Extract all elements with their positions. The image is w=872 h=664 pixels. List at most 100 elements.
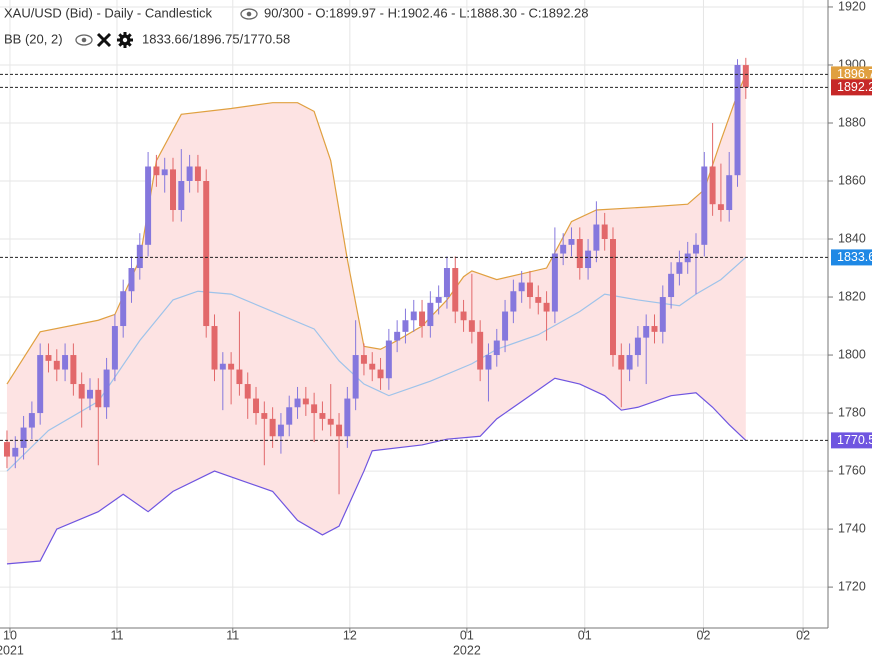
- chart-title: XAU/USD (Bid) - Daily - Candlestick: [4, 5, 213, 20]
- candle-body: [360, 355, 367, 364]
- level-label-box: [831, 79, 872, 96]
- candle-body: [352, 355, 359, 399]
- plot-area: [3, 57, 749, 565]
- band-fill: [6, 74, 746, 564]
- candle-body: [87, 389, 93, 399]
- candle-body: [327, 418, 334, 425]
- candle-body: [62, 355, 69, 370]
- candle-body: [95, 389, 102, 408]
- candle-body: [485, 355, 492, 370]
- candle-body: [128, 268, 135, 292]
- indicator-settings-icon[interactable]: [117, 32, 133, 48]
- candle-body: [377, 369, 384, 379]
- level-label: 1833.66: [837, 250, 872, 264]
- candle-body: [651, 326, 658, 332]
- candle-body: [70, 355, 77, 385]
- candle-body: [136, 244, 143, 269]
- candle-body: [560, 244, 567, 254]
- candle-body: [526, 282, 533, 298]
- candle-body: [294, 398, 301, 408]
- candle-body: [12, 447, 19, 457]
- candle-body: [435, 297, 442, 303]
- candle-body: [676, 262, 683, 274]
- y-tick-label: 1860: [838, 173, 866, 187]
- candle-body: [261, 413, 268, 419]
- y-tick-label: 1840: [838, 231, 866, 245]
- candle-body: [336, 424, 343, 437]
- candle-body: [45, 355, 52, 361]
- candle-body: [510, 291, 517, 312]
- candle-body: [427, 302, 434, 327]
- band-line: [6, 377, 747, 565]
- candle-body: [111, 326, 118, 370]
- y-tick-label: 1880: [838, 115, 866, 129]
- candle-body: [626, 355, 633, 370]
- candle-body: [53, 360, 60, 370]
- candle-body: [211, 326, 218, 370]
- candle-body: [394, 331, 401, 341]
- x-tick-label: 01: [460, 628, 474, 642]
- x-tick-label: 01: [578, 628, 592, 642]
- header: XAU/USD (Bid) - Daily - Candlestick 90/3…: [4, 5, 589, 48]
- candle-body: [659, 297, 666, 332]
- candle-body: [37, 355, 44, 414]
- y-tick-label: 1920: [838, 0, 866, 13]
- candle-body: [734, 64, 741, 176]
- y-tick-label: 1820: [838, 289, 866, 303]
- level-label-box: [831, 66, 872, 83]
- candle-body: [78, 384, 85, 399]
- candle-body: [170, 169, 176, 211]
- candle-body: [742, 65, 749, 88]
- level-label: 1892.28: [837, 80, 872, 94]
- candle-body: [543, 302, 550, 312]
- candle-body: [443, 268, 450, 298]
- candle-body: [103, 369, 110, 408]
- candle-body: [319, 413, 326, 419]
- candle-body: [219, 363, 226, 370]
- y-tick-label: 1760: [838, 463, 866, 477]
- candle-body: [253, 398, 260, 414]
- candle-body: [634, 337, 641, 356]
- candle-body: [186, 166, 193, 182]
- candle-body: [701, 166, 708, 245]
- indicator-visibility-icon[interactable]: [75, 34, 93, 46]
- candle-body: [668, 273, 675, 298]
- candle-body: [477, 331, 484, 370]
- candle-body: [618, 355, 625, 370]
- x-year-label: 2022: [453, 643, 481, 657]
- candle-body: [153, 166, 160, 176]
- candle-body: [585, 250, 592, 269]
- candle-body: [369, 363, 376, 370]
- level-label-box: [831, 432, 872, 449]
- candle-body: [236, 369, 243, 385]
- candle-body: [601, 224, 608, 240]
- candle-body: [576, 239, 583, 269]
- candle-body: [203, 181, 210, 327]
- candle-body: [460, 311, 467, 321]
- candle-body: [402, 320, 409, 332]
- candle-body: [286, 407, 293, 425]
- candle-body: [502, 311, 509, 341]
- candle-body: [518, 282, 525, 292]
- candle-body: [452, 268, 459, 312]
- x-tick-label: 02: [697, 628, 711, 642]
- candle-body: [3, 442, 10, 457]
- candle-body: [145, 166, 152, 245]
- candle-body: [568, 239, 575, 245]
- candle-body: [194, 166, 201, 182]
- candle-body: [20, 427, 27, 448]
- y-tick-label: 1720: [838, 579, 866, 593]
- x-tick-label: 11: [226, 628, 239, 642]
- candle-body: [726, 175, 733, 211]
- candle-body: [178, 181, 185, 211]
- visibility-icon[interactable]: [240, 8, 258, 20]
- candle-body: [468, 320, 475, 332]
- candle-body: [643, 326, 650, 338]
- candle-body: [535, 297, 542, 303]
- candle-body: [593, 224, 600, 251]
- remove-indicator-icon[interactable]: [96, 32, 112, 48]
- candle-body: [551, 253, 558, 312]
- x-tick-label: 10: [3, 628, 17, 642]
